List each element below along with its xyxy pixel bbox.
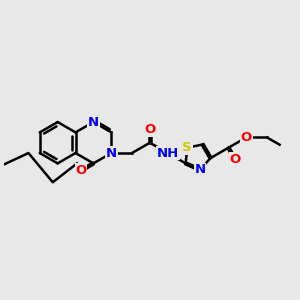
Text: NH: NH bbox=[157, 146, 179, 160]
Text: O: O bbox=[144, 123, 155, 136]
Text: N: N bbox=[194, 163, 206, 176]
Text: O: O bbox=[241, 131, 252, 144]
Text: N: N bbox=[88, 116, 99, 128]
Text: O: O bbox=[230, 153, 241, 166]
Text: N: N bbox=[106, 146, 117, 160]
Text: O: O bbox=[75, 164, 86, 177]
Text: S: S bbox=[182, 141, 192, 154]
